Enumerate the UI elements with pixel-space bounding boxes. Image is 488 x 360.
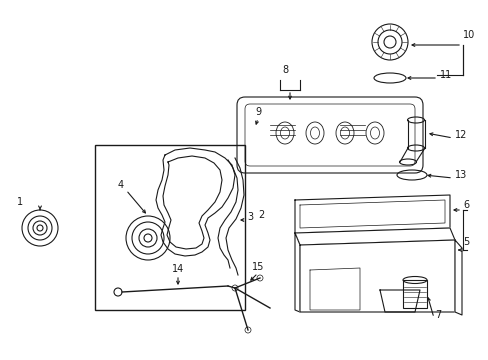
Text: 7: 7 [434,310,440,320]
Text: 10: 10 [462,30,474,40]
Text: 1: 1 [17,197,23,207]
Polygon shape [454,240,461,315]
Text: 15: 15 [251,262,264,272]
Text: 13: 13 [454,170,467,180]
Text: 12: 12 [454,130,467,140]
Bar [95,145,244,310]
Text: 2: 2 [258,210,264,220]
Text: 6: 6 [462,200,468,210]
Polygon shape [294,233,299,312]
Polygon shape [294,195,449,233]
Text: 3: 3 [246,212,253,222]
Polygon shape [299,240,454,312]
Text: 9: 9 [254,107,261,117]
Bar [402,280,426,308]
Text: 8: 8 [282,65,287,75]
Text: 5: 5 [462,237,468,247]
Text: 14: 14 [171,264,184,274]
Polygon shape [294,228,454,245]
Text: 4: 4 [118,180,124,190]
Text: 11: 11 [439,70,451,80]
